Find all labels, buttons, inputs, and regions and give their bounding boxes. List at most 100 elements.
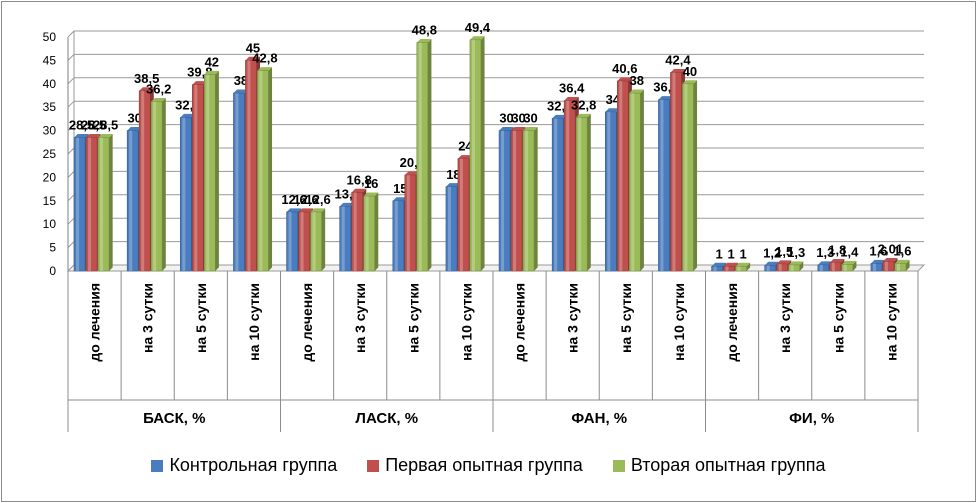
legend-label-control: Контрольная группа: [169, 455, 338, 475]
bar-highlight: [182, 117, 186, 271]
bar: [817, 264, 830, 272]
bar-highlight: [554, 118, 558, 271]
data-label: 36,2: [146, 82, 171, 97]
gridline-diag: [67, 241, 75, 248]
bar: [310, 211, 322, 272]
bar-highlight: [843, 264, 847, 271]
y-tick-label: 5: [49, 241, 56, 255]
bar-top: [735, 262, 751, 267]
bar-top: [286, 208, 302, 213]
bar-top: [257, 67, 273, 71]
bar-highlight: [672, 72, 676, 272]
bar: [551, 118, 564, 272]
data-label: 15: [393, 181, 407, 196]
bar-top: [711, 262, 727, 267]
bar-highlight: [447, 186, 451, 271]
group-label: БАСК, %: [143, 410, 205, 427]
category-label: на 5 сутки: [618, 283, 634, 353]
data-label: 1,5: [775, 244, 793, 259]
legend-label-second: Вторая опытная группа: [630, 455, 826, 475]
data-label: 28,5: [93, 118, 118, 133]
category-label: до лечения: [724, 283, 740, 362]
bar-highlight: [778, 263, 782, 271]
bar: [404, 174, 417, 272]
bar-side: [162, 97, 166, 271]
bar-top: [629, 89, 644, 94]
data-label: 32,8: [571, 97, 596, 112]
data-label: 42,8: [252, 51, 277, 66]
bar-highlight: [341, 206, 345, 271]
bar-top: [564, 97, 579, 101]
bar-highlight: [259, 70, 263, 271]
bar-side: [268, 67, 273, 271]
bar: [605, 111, 617, 272]
data-label: 30: [499, 111, 513, 126]
data-label: 18: [446, 167, 460, 182]
data-label: 12,6: [293, 192, 318, 207]
bar: [298, 211, 310, 272]
bar: [841, 264, 854, 272]
category-label: на 5 сутки: [830, 283, 846, 353]
legend: Контрольная группа Первая опытная группа…: [0, 455, 977, 476]
bar: [392, 200, 405, 272]
data-label: 34: [606, 92, 621, 107]
bar: [711, 266, 723, 272]
bar: [363, 195, 375, 272]
bar-side: [215, 70, 219, 271]
bar: [498, 130, 511, 272]
data-label: 42: [205, 54, 219, 69]
bar: [894, 263, 907, 272]
bar-highlight: [194, 84, 198, 272]
bar-top: [98, 134, 113, 138]
bar-highlight: [129, 130, 133, 271]
bar-top: [233, 89, 249, 94]
data-label: 1,2: [763, 245, 781, 260]
bar-side: [799, 261, 804, 271]
bar: [563, 100, 576, 272]
bar-highlight: [235, 93, 239, 271]
category-label: на 5 сутки: [193, 283, 209, 353]
gridline-diag: [67, 194, 75, 202]
bar: [138, 90, 151, 272]
bar-top: [511, 127, 526, 131]
bar-highlight: [790, 264, 794, 271]
bar: [723, 266, 735, 272]
bar-highlight: [365, 196, 369, 271]
bar-top: [788, 261, 804, 265]
gridline-diag: [67, 171, 75, 178]
bar-top: [894, 259, 910, 264]
data-label: 48,8: [412, 23, 437, 38]
group-label: ЛАСК, %: [355, 410, 418, 427]
bar-highlight: [684, 83, 688, 271]
bar: [658, 99, 670, 272]
y-tick-label: 20: [43, 170, 57, 184]
bar-side: [480, 36, 485, 271]
bar-highlight: [406, 175, 410, 271]
bar-top: [523, 127, 538, 131]
bar-highlight: [578, 117, 582, 271]
category-label: на 5 сутки: [405, 283, 421, 353]
bar: [870, 263, 883, 272]
y-tick-label: 45: [43, 53, 57, 67]
bar-highlight: [513, 130, 517, 271]
bar-side: [427, 39, 432, 272]
bar-side: [534, 127, 538, 271]
bar-top: [339, 202, 355, 207]
bar-highlight: [884, 261, 888, 271]
data-label: 40,6: [612, 61, 637, 76]
category-label: на 3 сутки: [777, 283, 793, 353]
gridline-diag: [67, 217, 75, 225]
bar: [73, 137, 86, 272]
data-label: 1,4: [840, 244, 859, 259]
bar-highlight: [896, 263, 900, 271]
legend-label-first: Первая опытная группа: [385, 455, 583, 475]
bar-top: [605, 108, 620, 112]
gridline-diag: [67, 124, 75, 131]
bar-top: [552, 114, 567, 119]
data-label: 1,6: [869, 244, 887, 259]
category-label: на 10 сутки: [246, 283, 262, 361]
bar-highlight: [619, 80, 623, 271]
bar: [457, 158, 470, 272]
bar-highlight: [607, 111, 611, 271]
bar-top: [180, 113, 195, 118]
